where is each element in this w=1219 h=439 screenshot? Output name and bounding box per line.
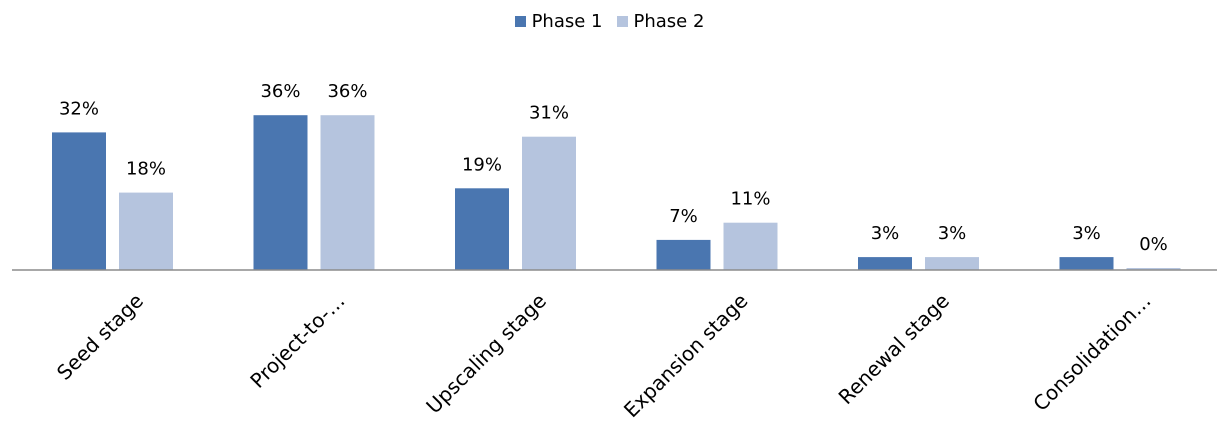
bar-series-2-3: [522, 136, 576, 270]
legend-swatch-phase-1: [514, 16, 526, 27]
x-tick-label-6: Consolidation…: [1028, 289, 1155, 416]
data-label-series-1-2: 36%: [260, 81, 300, 102]
x-tick-label-3: Upscaling stage: [421, 289, 551, 419]
bar-series-2-2: [320, 115, 375, 270]
bar-series-1-4: [656, 239, 711, 270]
legend-swatch-phase-2: [616, 16, 628, 27]
data-label-series-2-1: 18%: [126, 159, 166, 180]
bar-series-1-6: [1059, 257, 1114, 270]
bar-series-1-2: [253, 115, 308, 270]
data-label-series-2-2: 36%: [327, 81, 367, 102]
x-tick-label-5: Renewal stage: [834, 289, 954, 409]
bar-series-1-3: [455, 188, 509, 270]
x-tick-label-4: Expansion stage: [619, 289, 753, 423]
bar-series-1-5: [858, 257, 912, 270]
data-label-series-1-6: 3%: [1072, 223, 1101, 244]
x-tick-label-2: Project-to-…: [245, 289, 349, 393]
data-label-series-2-3: 31%: [529, 103, 569, 124]
legend: Phase 1 Phase 2: [0, 11, 1219, 32]
data-label-series-1-1: 32%: [59, 98, 99, 119]
bar-series-2-5: [925, 257, 979, 270]
data-label-series-1-5: 3%: [871, 223, 900, 244]
bar-series-2-4: [723, 222, 778, 270]
data-label-series-2-5: 3%: [938, 223, 967, 244]
legend-item-phase-2: Phase 2: [616, 11, 705, 32]
legend-label-phase-1: Phase 1: [531, 11, 603, 32]
bar-series-2-6: [1126, 268, 1181, 270]
x-tick-label-1: Seed stage: [52, 289, 148, 385]
bar-series-2-1: [119, 192, 173, 270]
data-label-series-2-6: 0%: [1139, 234, 1168, 255]
data-label-series-2-4: 11%: [730, 189, 770, 210]
data-label-series-1-3: 19%: [462, 154, 502, 175]
legend-label-phase-2: Phase 2: [633, 11, 705, 32]
legend-item-phase-1: Phase 1: [514, 11, 603, 32]
data-label-series-1-4: 7%: [669, 206, 698, 227]
bar-series-1-1: [52, 132, 106, 270]
